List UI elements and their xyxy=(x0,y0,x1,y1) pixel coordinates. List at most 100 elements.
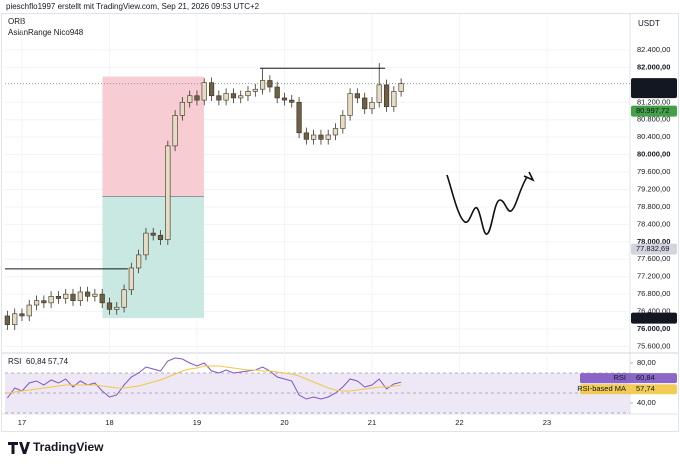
candle-body xyxy=(259,80,266,90)
candle-body xyxy=(92,293,98,297)
candle-body xyxy=(383,84,390,107)
rsi-line xyxy=(7,365,402,394)
price-badge-countdown: 06:34 xyxy=(636,88,655,97)
y-tick-label: 80,00 xyxy=(637,358,656,367)
indicator-label: ORB xyxy=(8,17,25,26)
candle-body xyxy=(33,300,40,306)
candle-body xyxy=(325,134,331,140)
y-tick-label: 82.000,00 xyxy=(637,62,670,71)
y-tick-label: 80.800,00 xyxy=(637,115,670,124)
x-tick-label: 23 xyxy=(543,418,551,427)
y-tick-label: 81.200,00 xyxy=(637,97,670,106)
candle-body xyxy=(303,132,309,140)
y-tick-label: 40,00 xyxy=(637,398,656,407)
candle-body xyxy=(143,232,149,256)
candle-body xyxy=(48,296,54,304)
candle-body xyxy=(274,86,280,99)
candle-body xyxy=(41,300,47,304)
candle-body xyxy=(136,254,142,269)
candle-body xyxy=(223,93,229,101)
candle-body xyxy=(99,293,105,304)
candle-body xyxy=(332,128,339,136)
candle-body xyxy=(369,101,375,110)
price-badge xyxy=(631,243,677,255)
candle-body xyxy=(150,232,156,236)
target-zone xyxy=(102,76,204,197)
legend-entry: RSI xyxy=(613,373,626,382)
y-tick-label: 80.000,00 xyxy=(637,150,670,159)
price-badge-label: 80.997,72 xyxy=(636,106,669,115)
y-tick-label: 77.600,00 xyxy=(637,254,670,263)
currency: USDT xyxy=(638,19,660,28)
candle-body xyxy=(128,267,134,291)
candle-body xyxy=(311,134,317,140)
candle-body xyxy=(245,91,251,97)
series-badge-label: 57,74 xyxy=(636,384,655,393)
candle-body xyxy=(230,93,237,99)
candle-body xyxy=(121,289,127,308)
series-badge xyxy=(580,384,677,395)
x-tick-label: 19 xyxy=(193,418,201,427)
y-tick-label: 76.800,00 xyxy=(637,289,670,298)
logo-icon xyxy=(8,442,30,454)
x-tick-label: 22 xyxy=(455,418,463,427)
candle-body xyxy=(216,95,222,101)
candle-body xyxy=(106,302,113,310)
price-badge-label: 81.627,83 xyxy=(636,79,669,88)
x-tick-label: 17 xyxy=(18,418,26,427)
candle-body xyxy=(376,84,382,103)
candle-body xyxy=(19,313,25,317)
drawing-arrowhead xyxy=(523,171,535,182)
series-badge-label: 60,84 xyxy=(636,373,655,382)
price-badge-label: 77.832,69 xyxy=(636,244,669,253)
legend-entry: RSI-based MA xyxy=(577,384,626,393)
candle-body xyxy=(340,115,346,129)
candle-body xyxy=(354,93,360,99)
candle-body xyxy=(347,93,353,116)
candle-body xyxy=(70,293,76,301)
brand: TradingView xyxy=(33,440,104,454)
candle-body xyxy=(26,304,32,317)
candle-body xyxy=(296,101,302,134)
attribution: pieschflo1997 erstellt mit TradingView.c… xyxy=(6,2,260,11)
x-tick-label: 21 xyxy=(368,418,376,427)
candle-body xyxy=(172,115,178,147)
rsi-line xyxy=(6,357,402,400)
candle-body xyxy=(84,291,91,297)
y-tick-label: 78.000,00 xyxy=(637,237,670,246)
candle-body xyxy=(391,91,397,107)
candle-body xyxy=(208,82,215,97)
candle-body xyxy=(179,101,185,116)
candle-body xyxy=(63,293,69,299)
y-tick-label: 78.800,00 xyxy=(637,202,670,211)
candle-body xyxy=(194,95,200,101)
y-tick-label: 79.600,00 xyxy=(637,167,670,176)
y-tick-label: 78.400,00 xyxy=(637,219,670,228)
y-tick-label: 76.000,00 xyxy=(637,324,670,333)
candle-body xyxy=(12,313,18,325)
y-tick-label: 80.400,00 xyxy=(637,132,670,141)
candle-body xyxy=(77,291,83,301)
pane-title: RSI xyxy=(8,357,21,366)
x-tick-label: 18 xyxy=(105,418,113,427)
series-badge xyxy=(580,373,677,384)
chart-frame xyxy=(1,13,679,432)
candle-body xyxy=(55,296,62,299)
drawing xyxy=(446,174,528,235)
candle-body xyxy=(281,97,288,101)
candle-body xyxy=(238,95,244,99)
y-tick-label: 79.200,00 xyxy=(637,184,670,193)
price-badge xyxy=(631,78,677,99)
y-tick-label: 82.400,00 xyxy=(637,45,670,54)
price-badge xyxy=(631,312,677,324)
candle-body xyxy=(362,97,368,110)
x-tick-label: 20 xyxy=(280,418,288,427)
candle-body xyxy=(4,315,10,325)
candle-body xyxy=(318,134,324,140)
price-badge-label: 76.250,18 xyxy=(636,313,669,322)
legend-value: 57,74 xyxy=(48,357,69,366)
price-badge xyxy=(631,105,677,117)
candle-body xyxy=(165,145,171,240)
candle-body xyxy=(267,80,273,88)
